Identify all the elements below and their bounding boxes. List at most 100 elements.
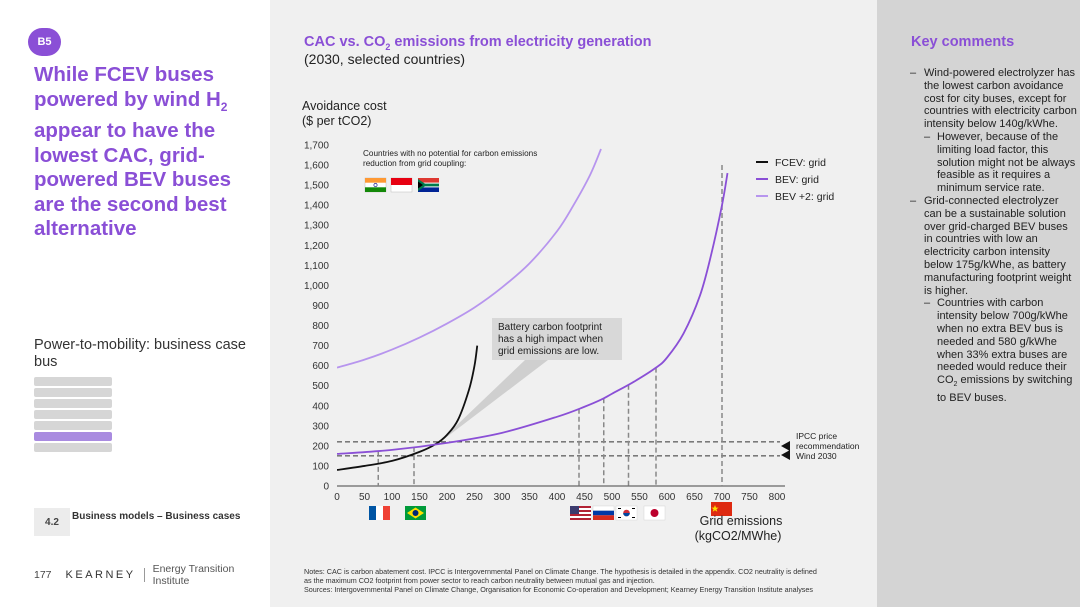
headline-subscript: 2 (220, 99, 228, 114)
south-africa-flag-icon (418, 178, 439, 192)
x-tick-label: 150 (411, 492, 428, 503)
x-axis-label-line2: (kgCO2/MWhe) (695, 529, 782, 543)
vertical-markers (377, 165, 723, 486)
x-tick-label: 700 (714, 492, 731, 503)
y-tick-label: 1,400 (304, 201, 329, 212)
series-line-bev (337, 172, 729, 455)
callout-line1: Battery carbon footprint (498, 322, 602, 333)
ipcc-label-line1: IPCC price (796, 431, 837, 441)
key-comment-text: However, because of the limiting load fa… (937, 130, 1076, 195)
x-tick-label: 800 (769, 492, 786, 503)
callout-line2: has a high impact when (498, 334, 603, 345)
ipcc-label-line2: recommendation (796, 441, 860, 451)
y-tick-label: 1,200 (304, 241, 329, 252)
x-tick-label: 200 (439, 492, 456, 503)
y-tick-label: 100 (312, 461, 329, 472)
france-flag-icon (369, 506, 390, 520)
y-tick-label: 800 (312, 321, 329, 332)
key-comment: – Wind-powered electrolyzer has the lowes… (907, 67, 1077, 131)
y-tick-label: 700 (312, 341, 329, 352)
key-comments-list: – Wind-powered electrolyzer has the lowes… (907, 67, 1077, 405)
notes-line3: Sources: Intergovernmental Panel on Clim… (304, 585, 813, 594)
axis-country-flags (369, 502, 732, 521)
section-number: 4.2 (34, 508, 70, 536)
chart-notes: Notes: CAC is carbon abatement cost. IPC… (304, 567, 869, 594)
legend-item-bev: BEV: grid (756, 174, 819, 186)
reference-labels: IPCC price recommendation Wind 2030 (781, 431, 860, 461)
x-tick-label: 400 (549, 492, 566, 503)
section-label: Business models – Business cases (72, 511, 241, 522)
logo-divider (143, 568, 145, 582)
topic-subtitle: Power-to-mobility: business case bus (34, 337, 246, 370)
headline-part1: While FCEV buses powered by wind H (34, 63, 221, 111)
y-tick-label: 1,500 (304, 181, 329, 192)
headline: While FCEV buses powered by wind H2 appe… (34, 63, 264, 242)
y-tick-label: 1,300 (304, 221, 329, 232)
y-axis-label-line1: Avoidance cost (302, 99, 387, 113)
section-badge: B5 (28, 28, 61, 56)
y-tick-label: 1,700 (304, 141, 329, 152)
india-flag-icon (364, 177, 387, 193)
nav-bar-active (34, 432, 112, 441)
kearney-logo: KEARNEY (65, 569, 136, 581)
y-tick-label: 500 (312, 381, 329, 392)
battery-callout: Battery carbon footprint has a high impa… (435, 318, 622, 446)
y-tick-label: 1,000 (304, 281, 329, 292)
legend-label-bev: BEV: grid (775, 174, 819, 186)
ipcc-arrow-icon (781, 441, 790, 451)
key-comment-text: Grid-connected electrolyzer can be a sus… (924, 194, 1072, 297)
callout-line3: grid emissions are low. (498, 346, 599, 357)
x-tick-label: 350 (521, 492, 538, 503)
key-comment-sub: – However, because of the limiting load f… (907, 131, 1077, 195)
wind-arrow-icon (781, 450, 790, 460)
y-tick-label: 1,100 (304, 261, 329, 272)
x-tick-label: 600 (659, 492, 676, 503)
nav-bar (34, 443, 112, 452)
x-tick-label: 300 (494, 492, 511, 503)
key-comment: – Grid-connected electrolyzer can be a su… (907, 195, 1077, 297)
bullet-dash: – (910, 194, 917, 207)
section-progress-bars (34, 377, 112, 454)
x-tick-label: 0 (334, 492, 340, 503)
chart-title-part1: CAC vs. CO (304, 34, 386, 50)
chart-svg: Avoidance cost ($ per tCO2) 0 100 200 300 40… (302, 99, 860, 543)
nav-bar (34, 410, 112, 419)
y-tick-label: 0 (323, 482, 329, 493)
y-tick-label: 600 (312, 361, 329, 372)
nav-bar (34, 421, 112, 430)
page-number: 177 (34, 569, 52, 581)
key-comment-text: Wind-powered electrolyzer has the lowest… (924, 67, 1077, 131)
series-line-bev-plus2 (337, 148, 602, 369)
institute-logo: Energy Transition Institute (152, 563, 235, 587)
series-line-fcev (337, 345, 479, 471)
left-panel: B5 While FCEV buses powered by wind H2 a… (0, 0, 270, 607)
axes: 01002003004005006007008009001,0001,1001,… (304, 141, 786, 504)
bullet-dash: – (924, 297, 931, 310)
usa-flag-icon (570, 506, 591, 520)
y-tick-label: 200 (312, 441, 329, 452)
y-tick-label: 1,600 (304, 161, 329, 172)
notes-line2: as the maximum CO2 footprint from power … (304, 576, 655, 585)
y-tick-label: 300 (312, 421, 329, 432)
china-flag-icon (711, 502, 732, 516)
chart-subtitle: (2030, selected countries) (304, 51, 466, 67)
countries-note-line2: reduction from grid coupling: (363, 159, 466, 168)
y-tick-label: 400 (312, 401, 329, 412)
key-comments-title: Key comments (911, 34, 1015, 50)
chart-title-part2: emissions from electricity generation (390, 34, 652, 50)
key-comment-sub: – Countries with carbon intensity below 7… (907, 297, 1077, 405)
x-tick-label: 500 (604, 492, 621, 503)
russia-flag-icon (592, 505, 615, 520)
x-tick-label: 50 (359, 492, 371, 503)
x-axis-label-line1: Grid emissions (700, 514, 783, 528)
notes-line1: Notes: CAC is carbon abatement cost. IPC… (304, 567, 817, 576)
bullet-dash: – (910, 67, 917, 79)
legend-item-fcev: FCEV: grid (756, 157, 826, 169)
x-tick-label: 550 (631, 492, 648, 503)
bullet-dash: – (924, 130, 931, 143)
y-tick-label: 900 (312, 301, 329, 312)
x-tick-label: 650 (686, 492, 703, 503)
x-tick-label: 100 (384, 492, 401, 503)
headline-part2: appear to have the lowest CAC, grid-powe… (34, 119, 232, 241)
y-axis-label-line2: ($ per tCO2) (302, 114, 371, 128)
